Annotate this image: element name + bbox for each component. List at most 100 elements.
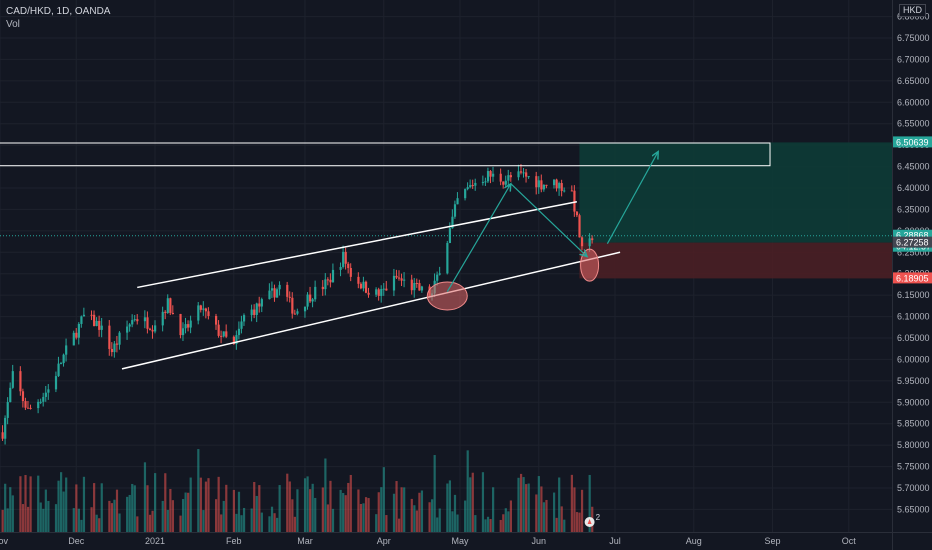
candle-body [47, 389, 50, 393]
candle-body [509, 175, 513, 178]
price-tick-label: 5.85000 [897, 419, 930, 429]
time-tick-label: 2021 [145, 536, 165, 546]
volume-indicator-label[interactable]: Vol [6, 19, 20, 30]
volume-bar [237, 491, 241, 532]
candle-body [273, 288, 276, 298]
projection-arrow[interactable] [606, 152, 658, 245]
volume-bar [395, 481, 398, 532]
volume-bar [253, 481, 256, 532]
symbol-title[interactable]: CAD/HKD, 1D, OANDA [6, 6, 111, 17]
price-tag-label: 6.27258 [896, 238, 929, 248]
volume-bar [240, 515, 243, 532]
volume-bar [410, 498, 413, 532]
channel-upper-line[interactable] [137, 200, 578, 289]
volume-bar [303, 478, 307, 532]
candle-body [207, 311, 210, 316]
candle-body [466, 187, 469, 190]
volume-bar [161, 500, 164, 532]
candle-body [324, 279, 327, 290]
candle-body [204, 308, 208, 312]
volume-bar [225, 484, 228, 532]
drawing-tools[interactable]: 2 [0, 142, 771, 527]
time-tick-label: Apr [377, 536, 391, 546]
volume-bar [268, 516, 271, 532]
resistance-zone-box[interactable] [0, 142, 771, 167]
projection-arrow[interactable] [446, 184, 511, 293]
volume-bar [377, 492, 380, 532]
price-tag [893, 136, 932, 148]
price-tag-label: 6.28868 [896, 231, 929, 241]
channel-lower-line[interactable] [121, 251, 621, 370]
highlight-ellipse[interactable] [426, 281, 468, 311]
volume-bar [19, 476, 22, 532]
volume-bar [215, 499, 218, 532]
volume-bar [344, 495, 347, 532]
candle-body [448, 228, 452, 244]
volume-bar [4, 483, 7, 532]
volume-bar [578, 512, 581, 532]
candle-body [339, 266, 342, 270]
candle-body [570, 190, 573, 192]
candle-body [250, 309, 253, 316]
price-tick-label: 6.45000 [897, 162, 930, 172]
price-tick-label: 6.15000 [897, 290, 930, 300]
candle-body [62, 354, 65, 364]
time-tick-label: Dec [68, 536, 85, 546]
candle-body [545, 184, 548, 186]
candle-body [202, 308, 205, 310]
volume-bar [558, 477, 561, 532]
candle-body [453, 204, 457, 217]
volume-bar [250, 508, 253, 532]
candle-body [519, 171, 523, 173]
candle-body [270, 288, 274, 291]
candle-body [395, 275, 398, 278]
volume-bar [339, 489, 342, 532]
volume-bar [517, 477, 520, 532]
volume-bar [217, 476, 220, 532]
volume-bar [286, 473, 289, 532]
volume-bar [11, 495, 14, 532]
candle-body [126, 326, 129, 333]
candle-body [575, 211, 579, 216]
candle-body [278, 284, 281, 290]
candle-body [553, 179, 556, 186]
candle-body [382, 288, 385, 290]
candle-body [21, 391, 25, 402]
candle-body [255, 303, 258, 315]
candle-body [588, 238, 591, 247]
price-tick-label: 5.90000 [897, 397, 930, 407]
price-tick-label: 6.55000 [897, 119, 930, 129]
price-tick-label: 6.00000 [897, 354, 930, 364]
volume-bar [314, 497, 317, 532]
volume-bar [77, 508, 80, 532]
price-tick-label: 5.80000 [897, 440, 930, 450]
highlight-ellipse[interactable] [580, 248, 600, 282]
volume-bar [364, 497, 368, 532]
candle-body [326, 279, 330, 281]
volume-bar [128, 494, 131, 532]
candle-body [276, 289, 279, 298]
volume-bar [90, 507, 93, 532]
candle-body [403, 279, 406, 281]
time-axis[interactable]: Nov Dec 2021 Feb Mar Apr May Jun Jul Aug Sep Oct [0, 532, 932, 547]
candle-body [438, 273, 441, 275]
candle-body [359, 283, 363, 289]
volume-bar [6, 508, 9, 532]
candle-body [303, 306, 307, 312]
position-zones [0, 142, 892, 279]
candle-body [397, 277, 401, 279]
volume-bar [464, 500, 467, 532]
candle-body [57, 363, 60, 377]
candle-body [347, 263, 350, 269]
projection-arrow[interactable] [510, 183, 587, 257]
candle-body [540, 180, 543, 190]
volume-bar [207, 478, 210, 532]
volume-bar [126, 496, 129, 532]
chart-legend[interactable]: CAD/HKD, 1D, OANDA Vol [6, 5, 110, 31]
time-tick-label: Jun [532, 536, 547, 546]
candle-body [166, 298, 169, 313]
currency-badge[interactable]: HKD [898, 4, 926, 17]
candle-body [410, 279, 413, 291]
